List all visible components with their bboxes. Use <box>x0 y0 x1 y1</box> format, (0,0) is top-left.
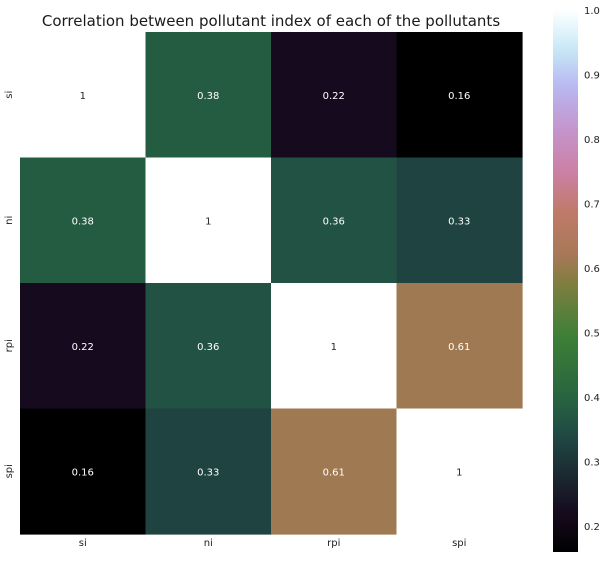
heatmap-cell <box>145 157 272 284</box>
colorbar: 0.2 0.3 0.4 0.5 0.6 0.7 0.8 0.9 1.0 <box>553 6 600 552</box>
heatmap-cell-label: 0.38 <box>72 216 94 227</box>
heatmap-cell-label: 0.61 <box>323 467 345 478</box>
colorbar-tick-label: 0.5 <box>584 329 600 340</box>
colorbar-tick-label: 0.7 <box>584 200 600 211</box>
y-tick-label: si <box>4 91 15 99</box>
heatmap-cell <box>271 32 398 159</box>
heatmap-cell <box>396 32 523 159</box>
heatmap-cell <box>396 408 523 535</box>
heatmap-cell-labels: 1 0.38 0.22 0.16 0.38 1 0.36 0.33 0.22 0.36 1 0.61 0… <box>72 91 471 479</box>
heatmap-cell-label: 0.36 <box>323 216 345 227</box>
x-tick-label: ni <box>204 538 213 549</box>
heatmap-cell <box>396 283 523 410</box>
y-tick-label: ni <box>4 216 15 225</box>
chart-title: Correlation between pollutant index of e… <box>42 12 500 30</box>
colorbar-tick-label: 0.9 <box>584 71 600 82</box>
colorbar-tick-label: 0.2 <box>584 522 600 533</box>
y-tick-label: spi <box>4 464 15 478</box>
heatmap-cell <box>20 32 147 159</box>
heatmap-cell-label: 1 <box>80 91 86 102</box>
heatmap-cell <box>271 157 398 284</box>
heatmap-cell-label: 0.22 <box>72 342 94 353</box>
colorbar-tick-label: 0.3 <box>584 458 600 469</box>
heatmap-cell-label: 0.38 <box>197 91 219 102</box>
heatmap-cell-label: 0.61 <box>448 342 470 353</box>
heatmap-cell <box>145 283 272 410</box>
heatmap-cell <box>145 408 272 535</box>
y-axis-ticks: si ni rpi spi <box>4 91 15 479</box>
heatmap-cell-label: 1 <box>456 467 462 478</box>
colorbar-tick-label: 0.8 <box>584 135 600 146</box>
heatmap-cell <box>271 283 398 410</box>
x-axis-ticks: si ni rpi spi <box>79 538 467 549</box>
heatmap-cell-label: 1 <box>205 216 211 227</box>
colorbar-tick-label: 1.0 <box>584 6 600 17</box>
heatmap-cell-label: 0.16 <box>448 91 470 102</box>
heatmap-cell <box>271 408 398 535</box>
heatmap-cell <box>396 157 523 284</box>
heatmap-cell-label: 0.22 <box>323 91 345 102</box>
heatmap-cell <box>20 283 147 410</box>
x-tick-label: rpi <box>327 538 340 549</box>
heatmap-cell-label: 0.33 <box>197 467 219 478</box>
heatmap-cell <box>145 32 272 159</box>
heatmap-cell-label: 0.36 <box>197 342 219 353</box>
x-tick-label: spi <box>452 538 466 549</box>
heatmap-cell <box>20 157 147 284</box>
heatmap-cell-label: 1 <box>331 342 337 353</box>
colorbar-tick-label: 0.4 <box>584 393 600 404</box>
colorbar-gradient <box>553 10 578 552</box>
heatmap-cells <box>20 32 523 535</box>
x-tick-label: si <box>79 538 87 549</box>
y-tick-label: rpi <box>4 339 15 352</box>
colorbar-tick-label: 0.6 <box>584 264 600 275</box>
heatmap-cell <box>20 408 147 535</box>
heatmap-cell-label: 0.33 <box>448 216 470 227</box>
heatmap-cell-label: 0.16 <box>72 467 94 478</box>
